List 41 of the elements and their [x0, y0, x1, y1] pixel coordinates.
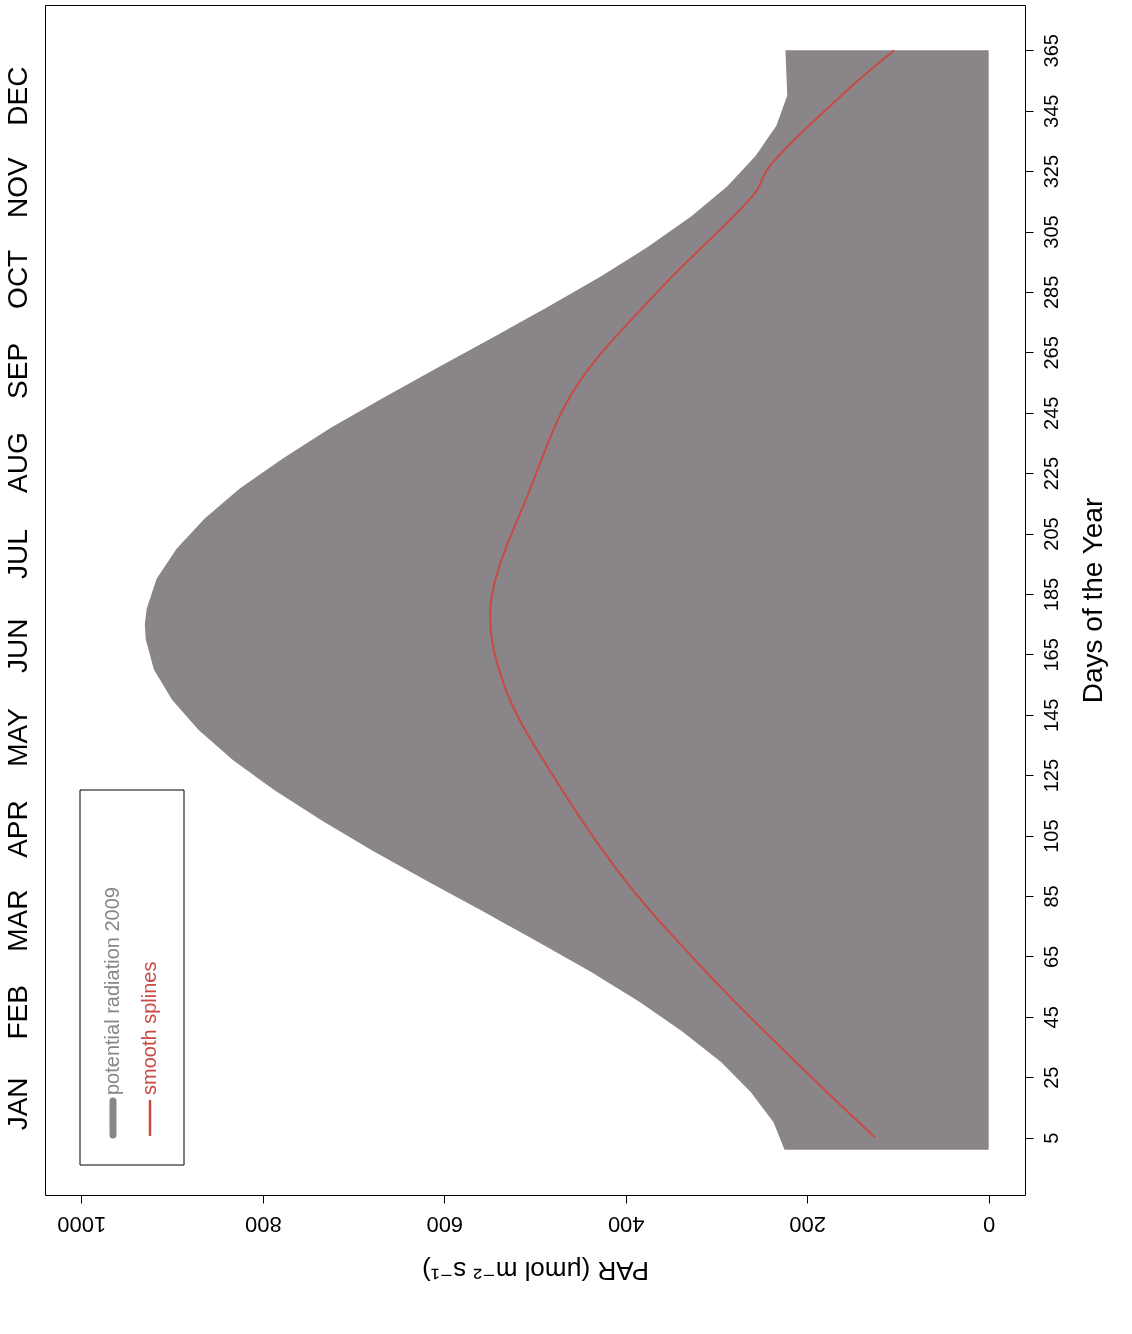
x-tick-label: 400 — [607, 1211, 645, 1237]
y-tick-label: 345 — [1039, 94, 1062, 128]
text: smooth splines — [138, 961, 160, 1095]
y-tick-label: 85 — [1039, 885, 1062, 908]
y-tick-label: 245 — [1039, 396, 1062, 430]
y-axis-title: Days of the Year — [1076, 497, 1108, 704]
text: JAN — [2, 1077, 33, 1131]
x-tick-label: 800 — [244, 1211, 282, 1237]
text: JUN — [2, 618, 33, 674]
x-axis-title: PAR (μmol m⁻² s⁻¹) — [422, 1255, 649, 1286]
y-tick-label: 185 — [1039, 577, 1062, 612]
x-tick-label: 200 — [789, 1211, 827, 1237]
y-tick-label: 305 — [1039, 215, 1062, 249]
y-tick-label: 325 — [1039, 154, 1062, 189]
y-tick-label: 65 — [1039, 945, 1062, 969]
text: JUL — [2, 529, 33, 580]
y-tick-label: 225 — [1039, 456, 1062, 491]
y-tick-label: 205 — [1039, 517, 1062, 551]
y-tick-label: 105 — [1039, 819, 1062, 853]
y-tick-label: 145 — [1039, 698, 1062, 732]
y-tick-label: 125 — [1039, 758, 1062, 793]
y-tick-label: 5 — [1039, 1132, 1062, 1144]
y-tick-label: 365 — [1039, 34, 1062, 68]
text: potential radiation 2009 — [101, 887, 123, 1095]
text: MAR — [2, 889, 33, 952]
x-tick-label: 1000 — [57, 1211, 107, 1237]
x-tick-label: 0 — [983, 1211, 996, 1237]
y-tick-label: 45 — [1039, 1006, 1062, 1029]
x-tick-label: 600 — [426, 1211, 464, 1237]
text: MAY — [2, 707, 33, 767]
text: FEB — [2, 985, 33, 1040]
text: DEC — [2, 66, 33, 126]
text: APR — [2, 800, 33, 858]
y-tick-label: 25 — [1039, 1066, 1062, 1089]
text: AUG — [2, 432, 33, 493]
y-tick-label: 265 — [1039, 336, 1062, 370]
text: OCT — [2, 249, 33, 309]
text: SEP — [2, 342, 33, 399]
y-tick-label: 165 — [1039, 638, 1062, 672]
text: NOV — [2, 157, 33, 219]
y-tick-label: 285 — [1039, 275, 1062, 310]
